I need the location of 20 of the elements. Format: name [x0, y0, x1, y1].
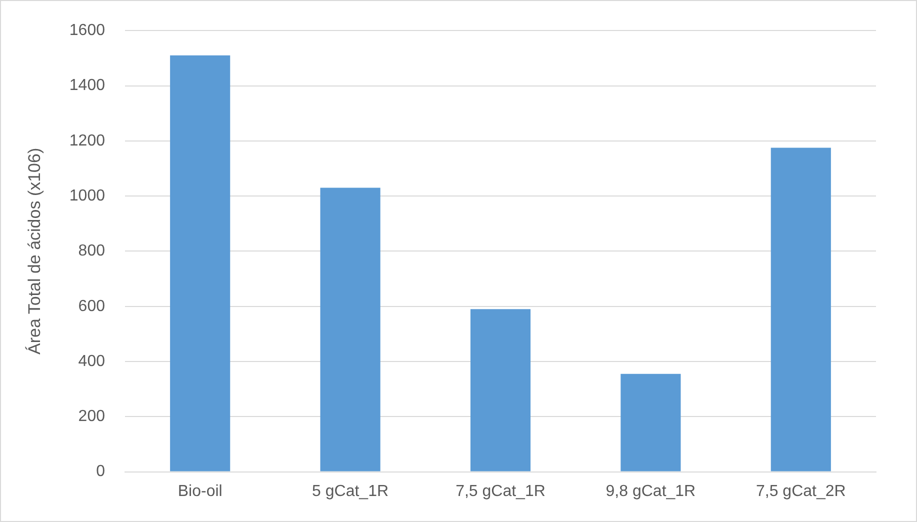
- y-tick-label: 400: [78, 352, 106, 370]
- y-tick-label: 0: [96, 463, 106, 480]
- x-tick-label: 5 gCat_1R: [312, 482, 389, 500]
- x-tick-label: 7,5 gCat_1R: [456, 482, 546, 500]
- y-tick-label: 200: [78, 408, 106, 426]
- bar: [770, 148, 831, 472]
- y-axis-title: Área Total de ácidos (x106): [24, 148, 44, 355]
- bar: [620, 374, 681, 472]
- bar: [320, 188, 380, 472]
- y-tick-label: 1400: [69, 77, 106, 94]
- x-tick-label: 9,8 gCat_1R: [606, 482, 696, 500]
- bar: [170, 55, 230, 472]
- x-tick-label: 7,5 gCat_2R: [756, 482, 846, 500]
- bar: [470, 309, 531, 472]
- x-tick-label: Bio-oil: [178, 482, 222, 500]
- y-tick-label: 800: [78, 242, 106, 260]
- y-tick-label: 1200: [69, 132, 106, 150]
- y-tick-label: 1000: [69, 187, 106, 204]
- y-tick-label: 1600: [69, 22, 106, 40]
- y-tick-label: 600: [78, 298, 106, 315]
